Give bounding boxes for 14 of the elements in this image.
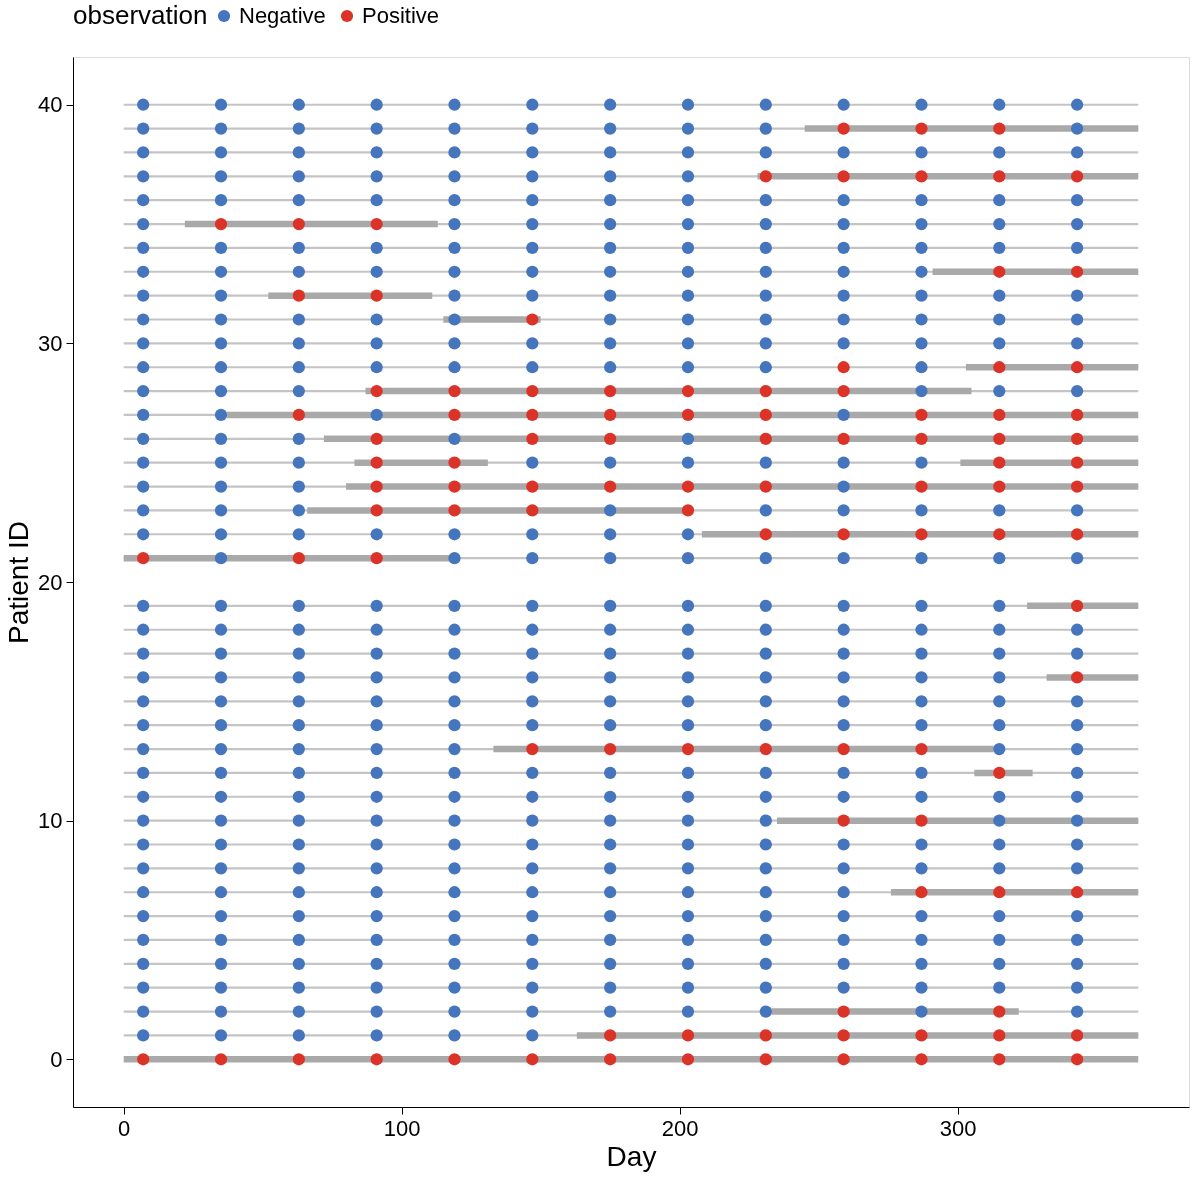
x-axis-title: Day <box>606 1140 657 1172</box>
y-tick-label: 20 <box>38 569 63 595</box>
legend-label: Negative <box>239 3 326 28</box>
y-axis-title: Patient ID <box>3 521 35 644</box>
legend-title: observation <box>73 0 208 30</box>
x-tick-label: 100 <box>383 1115 421 1141</box>
legend-label: Positive <box>362 3 440 28</box>
y-tick-label: 0 <box>50 1046 63 1072</box>
y-tick-label: 10 <box>38 808 63 834</box>
x-tick-label: 0 <box>118 1115 131 1141</box>
x-tick-label: 200 <box>661 1115 699 1141</box>
y-tick-label: 30 <box>38 330 63 356</box>
y-tick-label: 40 <box>38 92 63 118</box>
x-tick-label: 300 <box>939 1115 977 1141</box>
